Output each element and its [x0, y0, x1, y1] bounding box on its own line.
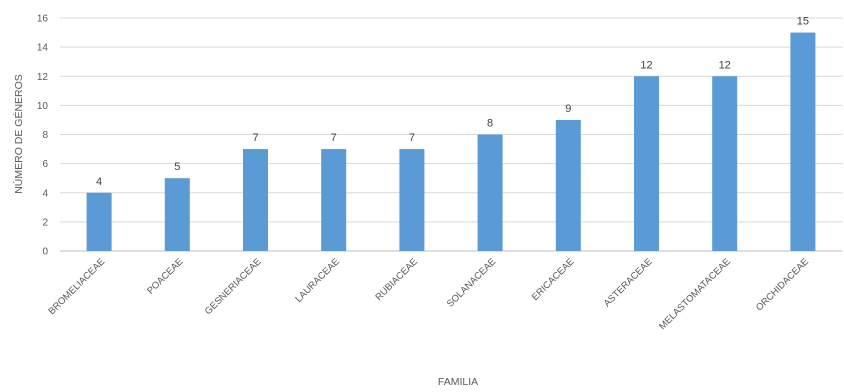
x-axis-categories: BROMELIACEAE POACEAE GESNERIACEAE LAURACEAE… — [46, 256, 811, 332]
x-category-label: SOLANACEAE — [445, 256, 498, 309]
bar — [399, 149, 425, 251]
x-category-label: ORCHIDACEAE — [754, 256, 811, 313]
y-tick-label: 0 — [42, 247, 48, 258]
x-category-label: LAURACEAE — [293, 256, 341, 304]
data-label: 7 — [331, 132, 337, 144]
x-category-label: MELASTOMATACEAE — [657, 256, 733, 332]
data-labels: 4 5 7 7 7 8 9 12 12 15 — [96, 16, 809, 188]
y-tick-label: 2 — [42, 217, 48, 228]
x-axis-title: FAMILIA — [438, 376, 478, 388]
y-tick-label: 14 — [37, 43, 49, 54]
bar — [477, 134, 503, 251]
y-axis-title: NÚMERO DE GÉNEROS — [12, 74, 25, 194]
y-tick-label: 6 — [42, 159, 48, 170]
bar — [321, 149, 347, 251]
y-tick-label: 4 — [42, 188, 48, 199]
data-label: 7 — [409, 132, 415, 144]
bar — [634, 76, 659, 251]
data-label: 12 — [640, 59, 652, 71]
data-label: 4 — [96, 176, 102, 188]
x-category-label: RUBIACEAE — [373, 256, 420, 303]
y-tick-label: 10 — [37, 101, 49, 112]
bar — [86, 192, 112, 251]
bar — [790, 32, 816, 251]
bar — [555, 119, 581, 251]
bar — [164, 178, 190, 251]
x-category-label: ERICACEAE — [530, 256, 577, 303]
data-label: 15 — [797, 16, 809, 28]
y-tick-label: 8 — [42, 130, 48, 141]
x-category-label: ASTERACEAE — [602, 256, 655, 309]
y-tick-label: 16 — [37, 14, 49, 25]
bars — [86, 32, 816, 251]
y-axis-ticks: 0 2 4 6 8 10 12 14 16 — [37, 14, 49, 258]
data-label: 9 — [565, 103, 571, 115]
x-category-label: POACEAE — [145, 256, 185, 296]
gridlines — [60, 17, 842, 252]
y-tick-label: 12 — [37, 72, 49, 83]
data-label: 7 — [252, 132, 258, 144]
x-category-label: GESNERIACEAE — [203, 256, 264, 317]
data-label: 12 — [719, 59, 731, 71]
bar — [243, 149, 268, 251]
bar — [712, 76, 738, 251]
x-category-label: BROMELIACEAE — [46, 256, 107, 317]
data-label: 5 — [174, 161, 180, 173]
data-label: 8 — [487, 118, 493, 130]
